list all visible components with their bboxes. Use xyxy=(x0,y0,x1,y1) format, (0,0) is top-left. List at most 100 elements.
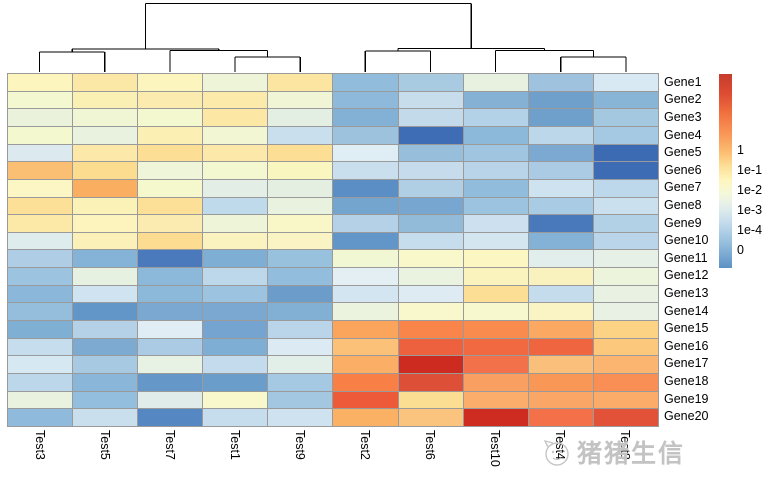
heatmap-cell-Gene20-Test2 xyxy=(333,409,398,426)
heatmap-cell-Gene7-Test9 xyxy=(268,179,333,197)
heatmap-cell-Gene1-Test3 xyxy=(8,74,73,91)
heatmap-cell-Gene2-Test2 xyxy=(333,91,398,109)
column-label-Test6: Test6 xyxy=(423,430,437,460)
heatmap-cell-Gene14-Test7 xyxy=(138,303,203,321)
heatmap-cell-Gene11-Test9 xyxy=(268,250,333,268)
heatmap-cell-Gene19-Test8 xyxy=(593,391,658,409)
watermark-text: 猪猪生信 xyxy=(577,440,686,468)
column-label-Test5: Test5 xyxy=(98,430,112,460)
heatmap-cell-Gene18-Test9 xyxy=(268,374,333,391)
heatmap-cell-Gene2-Test7 xyxy=(138,91,203,109)
heatmap-cell-Gene19-Test6 xyxy=(398,391,463,409)
heatmap-cell-Gene6-Test7 xyxy=(138,162,203,179)
watermark: 猪猪生信 xyxy=(541,434,685,470)
heatmap-cell-Gene8-Test9 xyxy=(268,197,333,215)
heatmap-cell-Gene7-Test7 xyxy=(138,179,203,197)
heatmap-cell-Gene13-Test10 xyxy=(463,285,528,303)
heatmap-cell-Gene6-Test2 xyxy=(333,162,398,179)
heatmap-cell-Gene1-Test5 xyxy=(73,74,138,91)
heatmap-cell-Gene20-Test4 xyxy=(528,409,593,426)
heatmap-cell-Gene13-Test8 xyxy=(593,285,658,303)
heatmap-cell-Gene2-Test1 xyxy=(203,91,268,109)
heatmap-cell-Gene9-Test4 xyxy=(528,215,593,232)
heatmap-cell-Gene20-Test1 xyxy=(203,409,268,426)
heatmap-cell-Gene6-Test10 xyxy=(463,162,528,179)
heatmap-cell-Gene12-Test2 xyxy=(333,268,398,285)
heatmap-cell-Gene19-Test10 xyxy=(463,391,528,409)
heatmap-cell-Gene1-Test7 xyxy=(138,74,203,91)
heatmap-cell-Gene6-Test6 xyxy=(398,162,463,179)
heatmap-cell-Gene14-Test6 xyxy=(398,303,463,321)
row-label-Gene17: Gene17 xyxy=(664,356,709,371)
heatmap-cell-Gene12-Test3 xyxy=(8,268,73,285)
heatmap-cell-Gene7-Test3 xyxy=(8,179,73,197)
heatmap-cell-Gene12-Test7 xyxy=(138,268,203,285)
row-label-Gene7: Gene7 xyxy=(664,180,702,195)
legend-tick-1e-2: 1e-2 xyxy=(737,183,763,197)
heatmap-cell-Gene3-Test10 xyxy=(463,109,528,126)
heatmap-cell-Gene17-Test3 xyxy=(8,356,73,374)
heatmap-cell-Gene10-Test3 xyxy=(8,232,73,250)
heatmap-cell-Gene10-Test6 xyxy=(398,232,463,250)
heatmap-cell-Gene13-Test4 xyxy=(528,285,593,303)
heatmap-cell-Gene9-Test7 xyxy=(138,215,203,232)
heatmap-cell-Gene8-Test6 xyxy=(398,197,463,215)
heatmap-cell-Gene19-Test3 xyxy=(8,391,73,409)
row-label-Gene2: Gene2 xyxy=(664,92,702,107)
row-label-Gene14: Gene14 xyxy=(664,303,709,318)
heatmap-cell-Gene4-Test10 xyxy=(463,126,528,144)
heatmap-cell-Gene19-Test9 xyxy=(268,391,333,409)
heatmap-cell-Gene12-Test1 xyxy=(203,268,268,285)
row-label-Gene6: Gene6 xyxy=(664,162,702,177)
heatmap-cell-Gene10-Test2 xyxy=(333,232,398,250)
heatmap-cell-Gene18-Test4 xyxy=(528,374,593,391)
heatmap-cell-Gene15-Test1 xyxy=(203,321,268,338)
column-dendrogram xyxy=(38,2,627,72)
heatmap-cell-Gene5-Test7 xyxy=(138,144,203,162)
heatmap-cell-Gene6-Test8 xyxy=(593,162,658,179)
heatmap-cell-Gene6-Test4 xyxy=(528,162,593,179)
heatmap-cell-Gene1-Test1 xyxy=(203,74,268,91)
heatmap-cell-Gene4-Test6 xyxy=(398,126,463,144)
row-label-Gene8: Gene8 xyxy=(664,198,702,212)
legend-tick-1e-4: 1e-4 xyxy=(737,223,763,237)
heatmap-cell-Gene15-Test10 xyxy=(463,321,528,338)
heatmap-cell-Gene8-Test10 xyxy=(463,197,528,215)
heatmap-cell-Gene1-Test2 xyxy=(333,74,398,91)
heatmap-cell-Gene14-Test1 xyxy=(203,303,268,321)
heatmap-cell-Gene9-Test1 xyxy=(203,215,268,232)
row-label-Gene9: Gene9 xyxy=(664,215,702,230)
heatmap-cell-Gene16-Test7 xyxy=(138,338,203,356)
heatmap-cell-Gene9-Test2 xyxy=(333,215,398,232)
heatmap-cell-Gene9-Test5 xyxy=(73,215,138,232)
heatmap-cell-Gene10-Test10 xyxy=(463,232,528,250)
heatmap-cell-Gene15-Test8 xyxy=(593,321,658,338)
heatmap-cell-Gene2-Test8 xyxy=(593,91,658,109)
heatmap-cell-Gene18-Test6 xyxy=(398,374,463,391)
heatmap-cell-Gene15-Test3 xyxy=(8,321,73,338)
heatmap-cell-Gene10-Test9 xyxy=(268,232,333,250)
row-label-Gene12: Gene12 xyxy=(664,268,709,283)
heatmap-cell-Gene2-Test5 xyxy=(73,91,138,109)
column-label-Test2: Test2 xyxy=(358,430,372,460)
heatmap-cell-Gene4-Test5 xyxy=(73,126,138,144)
row-label-Gene20: Gene20 xyxy=(664,409,709,424)
heatmap-cell-Gene2-Test9 xyxy=(268,91,333,109)
legend-tick-0: 0 xyxy=(737,243,744,257)
row-label-Gene3: Gene3 xyxy=(664,110,702,124)
heatmap-cell-Gene15-Test7 xyxy=(138,321,203,338)
heatmap-cell-Gene17-Test1 xyxy=(203,356,268,374)
heatmap-cell-Gene17-Test4 xyxy=(528,356,593,374)
heatmap-cell-Gene19-Test4 xyxy=(528,391,593,409)
heatmap-cell-Gene3-Test2 xyxy=(333,109,398,126)
heatmap-cell-Gene4-Test1 xyxy=(203,126,268,144)
heatmap-cell-Gene17-Test7 xyxy=(138,356,203,374)
heatmap-cell-Gene6-Test1 xyxy=(203,162,268,179)
row-label-Gene1: Gene1 xyxy=(664,74,702,89)
heatmap-cell-Gene10-Test5 xyxy=(73,232,138,250)
column-label-Test9: Test9 xyxy=(293,430,307,460)
heatmap-cell-Gene11-Test10 xyxy=(463,250,528,268)
column-label-Test7: Test7 xyxy=(163,430,177,460)
heatmap-cell-Gene15-Test4 xyxy=(528,321,593,338)
